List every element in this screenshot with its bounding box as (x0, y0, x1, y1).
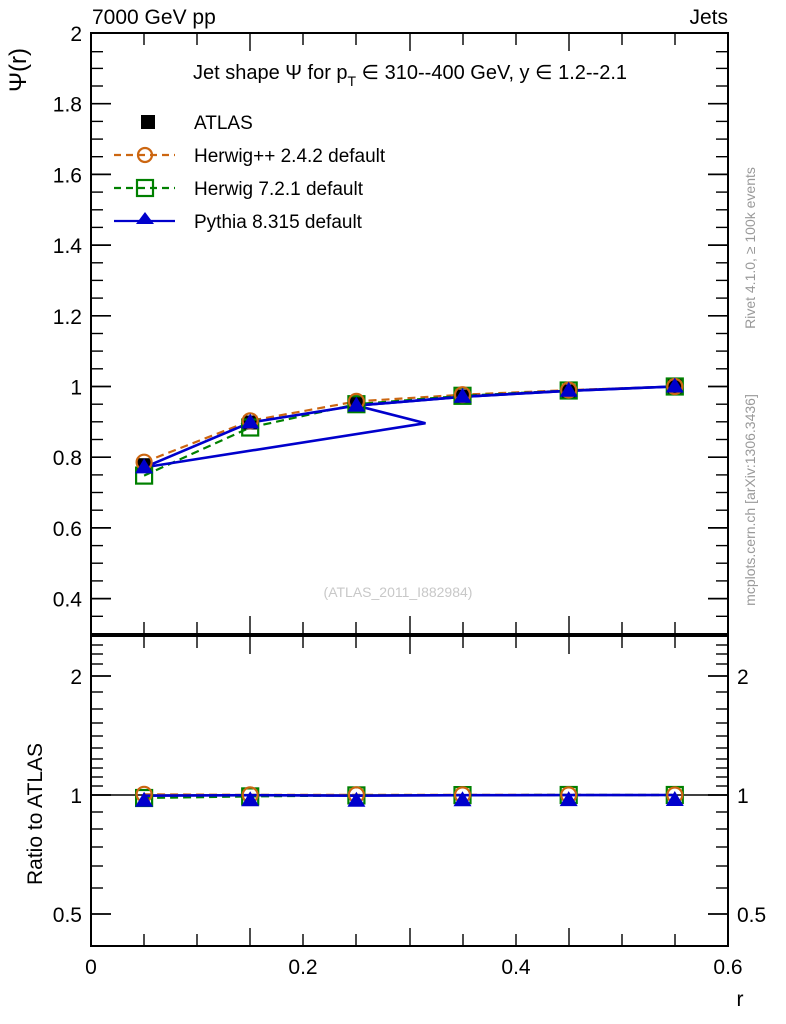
ratio-y-tick-2-right: 2 (737, 666, 749, 689)
series-markers-pythia (135, 377, 684, 474)
plot-title-part2: ∈ 310--400 GeV, y ∈ 1.2--2.1 (356, 62, 627, 84)
ratio-markers-pythia (135, 791, 684, 807)
legend-entry-pythia[interactable]: Pythia 8.315 default (114, 212, 363, 233)
y-tick-1p8: 1.8 (53, 94, 82, 117)
y-tick-1p2: 1.2 (53, 306, 82, 329)
ratio-y-tick-labels-right: 2 1 0.5 (737, 666, 766, 927)
x-axis-title: r (737, 988, 744, 1011)
y-tick-1p6: 1.6 (53, 164, 82, 187)
legend-entry-herwig7[interactable]: Herwig 7.2.1 default (114, 178, 364, 200)
legend: ATLAS Herwig++ 2.4.2 default Herwig 7.2.… (114, 113, 386, 233)
main-y-axis-ticks (91, 32, 728, 617)
y-tick-0p4: 0.4 (53, 589, 83, 612)
ratio-y-tick-2-left: 2 (70, 666, 82, 689)
analysis-watermark: (ATLAS_2011_I882984) (324, 584, 473, 600)
y-tick-0p6: 0.6 (53, 518, 82, 541)
ratio-data-series (135, 785, 684, 808)
mcplots-url-label: mcplots.cern.ch [arXiv:1306.3436] (742, 394, 758, 606)
herwigpp-marker-icon (136, 146, 154, 164)
x-tick-0: 0 (85, 956, 97, 979)
ratio-y-tick-0p5-left: 0.5 (53, 904, 82, 927)
x-tick-0p6: 0.6 (713, 956, 742, 979)
series-line-pythia-fix (143, 385, 675, 469)
ratio-y-tick-1-right: 1 (737, 785, 749, 808)
header-right-label: Jets (689, 6, 728, 29)
ratio-panel-frame (90, 635, 729, 947)
ratio-y-tick-1-left: 1 (70, 785, 82, 808)
series-line-herwigpp (143, 385, 675, 464)
main-panel-frame (90, 32, 729, 635)
legend-label-herwigpp: Herwig++ 2.4.2 default (194, 146, 386, 167)
y-tick-1p4: 1.4 (53, 235, 83, 258)
main-data-series (135, 377, 684, 485)
x-tick-labels: 0 0.2 0.4 0.6 (85, 956, 742, 979)
legend-entry-atlas[interactable]: ATLAS (141, 113, 253, 134)
legend-label-atlas: ATLAS (194, 113, 253, 134)
x-tick-0p2: 0.2 (288, 956, 317, 979)
rivet-version-label: Rivet 4.1.0, ≥ 100k events (742, 167, 758, 329)
plot-title-subscript: T (348, 73, 357, 89)
svg-text:Jet shape Ψ for pT ∈ 310--400: Jet shape Ψ for pT ∈ 310--400 GeV, y ∈ 1… (193, 62, 627, 89)
ratio-x-axis-ticks (90, 636, 729, 946)
ratio-line-pythia (144, 793, 675, 798)
y-tick-0p8: 0.8 (53, 447, 82, 470)
legend-entry-herwigpp[interactable]: Herwig++ 2.4.2 default (114, 146, 386, 167)
series-markers-herwig7 (135, 377, 684, 485)
herwig7-marker-icon (135, 178, 155, 198)
header-left-label: 7000 GeV pp (92, 6, 216, 29)
plot-title-part1: Jet shape Ψ for p (193, 62, 348, 84)
legend-label-herwig7: Herwig 7.2.1 default (194, 179, 364, 200)
ratio-y-tick-labels-left: 2 1 0.5 (53, 666, 82, 927)
y-tick-1: 1 (70, 377, 82, 400)
legend-label-pythia: Pythia 8.315 default (194, 212, 363, 233)
main-y-axis-title: Ψ(r) (5, 48, 32, 92)
atlas-marker-icon (141, 115, 155, 129)
pythia-marker-icon (136, 212, 154, 224)
main-y-tick-labels: 2 1.8 1.6 1.4 1.2 1 0.8 0.6 0.4 (53, 23, 83, 612)
ratio-y-axis-ticks (91, 644, 728, 915)
x-tick-0p4: 0.4 (501, 956, 531, 979)
plot-title: Jet shape Ψ for pT ∈ 310--400 GeV, y ∈ 1… (193, 62, 627, 89)
ratio-y-tick-0p5-right: 0.5 (737, 904, 766, 927)
main-x-axis-ticks (143, 33, 676, 634)
y-tick-2: 2 (70, 23, 82, 46)
ratio-y-axis-title: Ratio to ATLAS (24, 743, 47, 885)
